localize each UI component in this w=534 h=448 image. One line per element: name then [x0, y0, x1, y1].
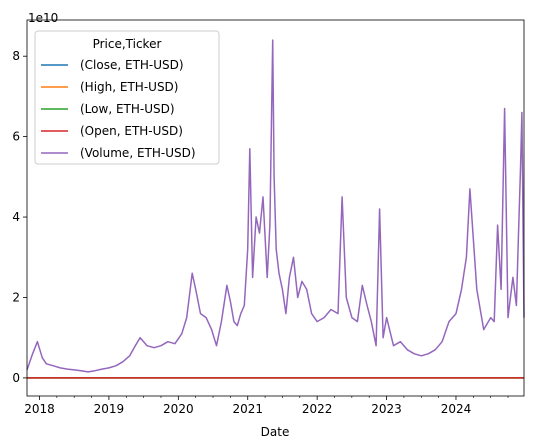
axes: 0 2 4 6 8 2018 2019 2020 2021 2022 2023 2024 — [12, 19, 525, 416]
y-tick-label: 0 — [12, 371, 20, 385]
legend-box — [34, 30, 220, 165]
x-tick-label: 2021 — [232, 402, 263, 416]
x-tick-label: 2019 — [94, 402, 125, 416]
legend-label: (High, ETH-USD) — [80, 80, 178, 94]
axes-frame — [26, 19, 525, 397]
x-tick-label: 2022 — [302, 402, 333, 416]
legend-label: (Close, ETH-USD) — [80, 58, 184, 72]
axis-offset-text: 1e10 — [28, 11, 58, 25]
x-axis-label: Date — [261, 425, 290, 439]
legend-label: (Low, ETH-USD) — [80, 102, 175, 116]
legend: Price,Ticker (Close, ETH-USD) (High, ETH-U… — [34, 30, 220, 165]
legend-label: (Volume, ETH-USD) — [80, 146, 196, 160]
x-tick-label: 2024 — [441, 402, 472, 416]
x-tick-label: 2018 — [24, 402, 55, 416]
legend-title: Price,Ticker — [93, 37, 162, 51]
plot-area — [26, 39, 525, 379]
y-tick-label: 6 — [12, 130, 20, 144]
y-tick-label: 4 — [12, 210, 20, 224]
y-tick-label: 8 — [12, 49, 20, 63]
x-tick-label: 2023 — [371, 402, 402, 416]
x-tick-label: 2020 — [163, 402, 194, 416]
legend-label: (Open, ETH-USD) — [80, 124, 183, 138]
series-line-4 — [26, 39, 525, 373]
y-tick-label: 2 — [12, 290, 20, 304]
